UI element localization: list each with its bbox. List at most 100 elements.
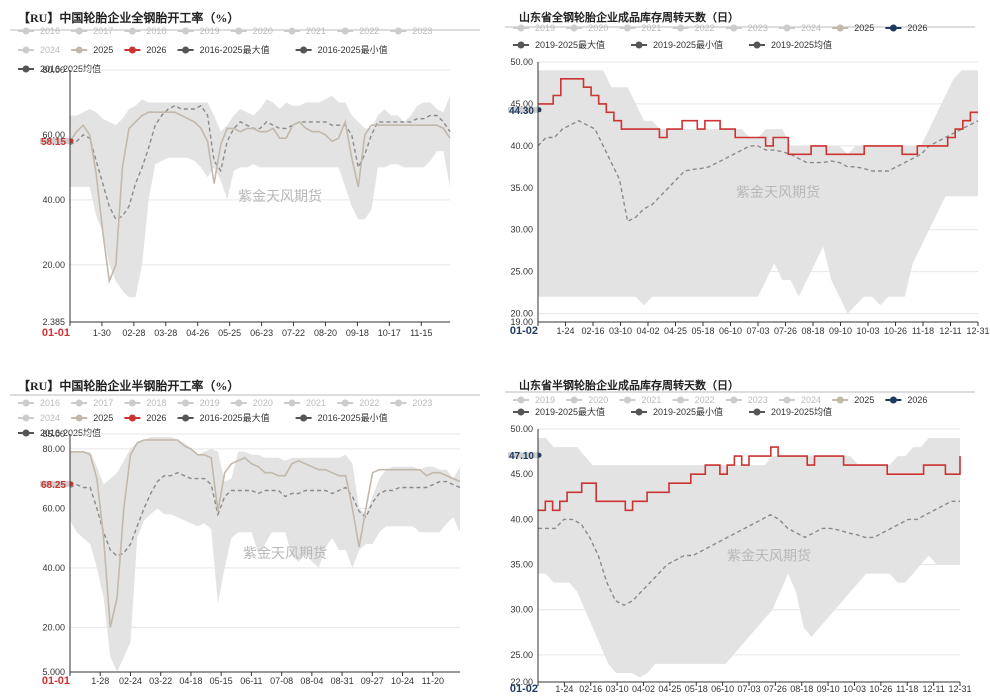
legend-label: 2023 [748,395,768,405]
legend-label: 2019-2025最小值 [653,39,723,50]
y-tick-label: 20.00 [510,309,533,319]
chart-sd-allsteel-inventory-days: 2019 2020 2021 2022 2023 2024 2025 2026 2019-202… [505,23,990,337]
x-tick-label: 08-20 [314,328,337,338]
legend-swatch-dot [517,41,525,49]
legend-swatch-dot [341,399,349,407]
x-tick-label: 1-24 [556,326,574,336]
legend-label: 2022 [695,395,715,405]
legend-item: 2019 [177,398,220,408]
current-value-label: 68.25 [41,480,66,491]
panel-sd-allsteel-inventory-days: 山东省全钢轮胎企业成品库存周转天数（日） 2019 2020 2021 2022 202… [495,0,990,348]
legend-label: 2024 [801,395,821,405]
legend-item: 2021 [619,23,661,33]
legend-swatch-dot [677,24,685,32]
y-tick-label: 35.00 [510,183,533,193]
legend-label: 2019 [200,398,220,408]
legend-swatch-dot [182,399,190,407]
x-tick-label: 11-20 [422,676,444,686]
y-tick-label: 19.00 [510,317,533,327]
minmax-band [70,437,460,672]
legend-item: 2016-2025均值 [18,63,101,74]
x-axis: 01-01 1-28 02-24 03-22 04-18 05-15 06-11 07-08 0… [42,672,444,687]
legend-item: 2026 [124,413,166,423]
legend-swatch-dot [235,27,243,35]
legend-label: 2016-2025最大值 [200,44,270,55]
x-tick-label: 06-23 [250,328,273,338]
legend-label: 2025 [854,395,874,405]
legend-swatch-dot [128,399,136,407]
legend-item: 2021 [619,395,661,405]
legend-swatch-dot [128,27,136,35]
legend-swatch-dot [635,408,643,416]
legend-item: 2026 [885,23,927,33]
avg-line [69,471,461,557]
legend-label: 2021 [641,23,661,33]
legend-item: 2016-2025最大值 [177,44,270,55]
x-tick-label: 03-10 [609,326,632,336]
y-tick-label: 45.00 [510,99,533,109]
legend-swatch-dot [889,24,897,32]
legend-label: 2019-2025均值 [771,406,832,417]
legend-label: 2026 [146,45,166,55]
legend-item: 2021 [284,398,326,408]
x-tick-label: 10-24 [391,676,414,686]
legend-label: 2024 [40,413,60,423]
legend-item: 2024 [18,413,60,423]
legend-label: 2016-2025最大值 [200,412,270,423]
legend-swatch-dot [22,65,30,73]
legend-item: 2016 [18,26,60,36]
y-tick-label: 60.00 [42,130,65,140]
x-tick-label: 11-18 [912,326,934,336]
legend-swatch-dot [783,24,791,32]
legend-swatch-dot [394,399,402,407]
legend-item: 2016 [18,398,60,408]
x-tick-label: 04-02 [632,684,655,694]
y-tick-label: 45.00 [510,469,533,479]
legend-swatch-dot [730,24,738,32]
x-tick-label: 08-18 [790,684,813,694]
legend-label: 2017 [93,398,113,408]
legend-label: 2022 [695,23,715,33]
legend-label: 2023 [748,23,768,33]
legend-swatch-dot [22,46,30,54]
x-tick-label: 08-04 [300,676,323,686]
legend-swatch-dot [570,396,578,404]
legend-item: 2019-2025均值 [749,39,832,50]
x-tick-label: 08-18 [801,326,824,336]
legend-item: 2022 [672,395,715,405]
panel-sd-semisteel-inventory-days: 山东省半钢轮胎企业成品库存周转天数（日） 2019 2020 2021 2022 202… [495,348,990,697]
x-tick-label: 01-02 [510,683,538,695]
legend-swatch-dot [753,41,761,49]
x-tick-label: 11-15 [410,328,432,338]
x-tick-label: 03-10 [606,684,629,694]
y-tick-label: 40.00 [42,563,65,573]
x-tick-label: 06-11 [240,676,262,686]
y-tick-label: 20.00 [42,260,65,270]
x-tick-label: 03-22 [149,676,172,686]
legend-swatch-dot [22,414,30,422]
legend-swatch-dot [75,399,83,407]
legend-label: 2020 [253,26,273,36]
watermark: 紫金天风期货 [727,548,811,564]
x-tick-label: 12-11 [922,684,944,694]
legend-swatch-dot [836,24,844,32]
legend-label: 2020 [253,398,273,408]
legend-swatch-dot [623,396,631,404]
x-tick-label: 1-30 [93,328,111,338]
y-tick-label: 50.00 [510,57,533,67]
legend-swatch-dot [22,27,30,35]
x-tick-label: 10-26 [869,684,892,694]
chart-semisteel-operating-rate: 2016 2017 2018 2019 2020 2021 2022 2023 2024 2025… [10,394,480,687]
legend-item: 2020 [566,23,608,33]
legend-item: 2019-2025最大值 [513,39,605,50]
legend-item: 2024 [18,45,60,55]
legend-swatch-dot [753,408,761,416]
x-axis: 01-01 1-30 02-28 03-28 04-26 05-25 06-23 07-22 0… [42,322,432,339]
x-tick-label: 02-16 [579,684,602,694]
x-tick-label: 07-03 [746,326,769,336]
x-tick-label: 06-10 [711,684,734,694]
x-tick-label: 04-25 [658,684,681,694]
legend-swatch-dot [182,414,190,422]
legend-item: 2026 [124,45,166,55]
legend-item: 2018 [124,398,166,408]
